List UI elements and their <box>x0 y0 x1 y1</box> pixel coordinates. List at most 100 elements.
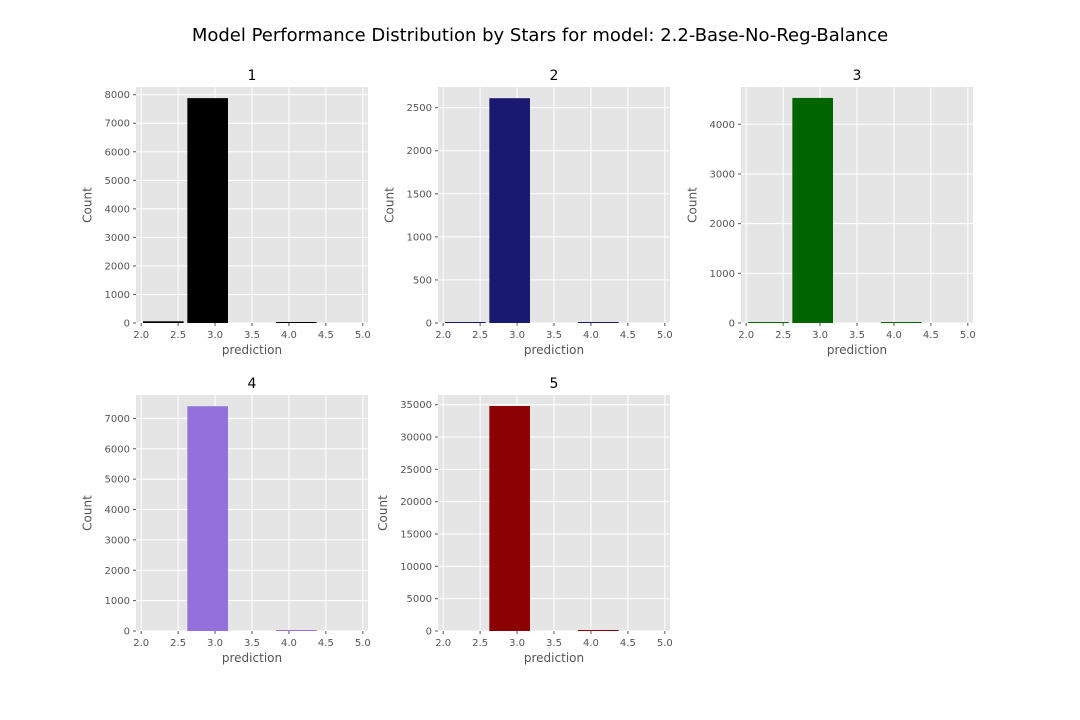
x-tick-label: 3.0 <box>812 330 828 341</box>
y-tick-label: 4000 <box>105 204 130 215</box>
bar <box>445 322 486 323</box>
y-tick-label: 5000 <box>105 475 130 486</box>
x-tick-label: 3.5 <box>244 330 260 341</box>
subplot-title: 5 <box>550 376 559 392</box>
subplot-3: 2.0 2.5 3.0 3.5 4.0 4.5 5.0 0 1000 2000 3000 4000 3 p… <box>685 68 975 357</box>
y-tick-label: 15000 <box>400 530 432 541</box>
x-tick-label: 4.5 <box>318 330 334 341</box>
bar <box>187 406 228 631</box>
y-tick-label: 20000 <box>400 497 432 508</box>
y-tick-label: 0 <box>426 627 432 638</box>
x-tick-label: 2.0 <box>435 330 451 341</box>
y-tick-label: 0 <box>729 319 735 330</box>
x-axis-label: prediction <box>222 343 282 357</box>
x-axis-label: prediction <box>827 343 887 357</box>
x-tick-label: 3.0 <box>207 638 223 649</box>
y-tick-label: 1000 <box>407 232 432 243</box>
x-tick-label: 3.0 <box>207 330 223 341</box>
bar <box>578 630 619 631</box>
y-tick-label: 8000 <box>105 90 130 101</box>
x-tick-label: 3.5 <box>849 330 865 341</box>
bar <box>489 98 530 323</box>
y-tick-label: 3000 <box>105 535 130 546</box>
x-tick-label: 4.0 <box>583 330 599 341</box>
bar <box>792 97 833 323</box>
bar <box>143 321 184 323</box>
y-tick-label: 3000 <box>105 233 130 244</box>
x-tick-label: 4.0 <box>886 330 902 341</box>
x-tick-label: 4.5 <box>923 330 939 341</box>
y-tick-label: 2000 <box>710 219 735 230</box>
x-tick-label: 4.5 <box>620 330 636 341</box>
x-tick-label: 5.0 <box>960 330 976 341</box>
subplot-title: 1 <box>248 68 257 84</box>
y-tick-label: 7000 <box>105 119 130 130</box>
subplot-1: 2.0 2.5 3.0 3.5 4.0 4.5 5.0 0 1000 2000 3000 4000 50… <box>80 68 370 357</box>
y-tick-label: 3000 <box>710 169 735 180</box>
y-tick-label: 2000 <box>105 261 130 272</box>
y-tick-label: 1000 <box>105 290 130 301</box>
y-tick-label: 0 <box>426 319 432 330</box>
y-tick-label: 2500 <box>407 103 432 114</box>
x-tick-label: 2.0 <box>133 638 149 649</box>
bar <box>187 98 228 323</box>
y-tick-label: 30000 <box>400 433 432 444</box>
y-tick-label: 5000 <box>105 176 130 187</box>
y-tick-label: 6000 <box>105 444 130 455</box>
bar <box>276 322 317 323</box>
x-tick-label: 2.0 <box>133 330 149 341</box>
figure-title: Model Performance Distribution by Stars … <box>191 25 889 46</box>
x-tick-label: 4.0 <box>281 330 297 341</box>
x-tick-label: 2.5 <box>472 330 488 341</box>
subplot-4: 2.0 2.5 3.0 3.5 4.0 4.5 5.0 0 1000 2000 3000 4000 50… <box>80 376 370 665</box>
x-tick-label: 3.5 <box>546 638 562 649</box>
x-tick-label: 5.0 <box>657 330 673 341</box>
subplot-title: 3 <box>853 68 862 84</box>
x-tick-label: 2.0 <box>435 638 451 649</box>
x-axis-label: prediction <box>222 651 282 665</box>
x-axis-label: prediction <box>524 651 584 665</box>
subplot-title: 4 <box>248 376 257 392</box>
y-axis-label: Count <box>80 187 94 223</box>
y-tick-label: 10000 <box>400 562 432 573</box>
y-tick-label: 0 <box>124 627 130 638</box>
bar <box>881 322 922 323</box>
y-tick-label: 0 <box>124 319 130 330</box>
y-tick-label: 7000 <box>105 414 130 425</box>
y-axis-label: Count <box>376 495 390 531</box>
bar <box>578 322 619 323</box>
y-tick-label: 4000 <box>710 120 735 131</box>
x-tick-label: 3.5 <box>244 638 260 649</box>
bar <box>276 630 317 631</box>
y-axis-label: Count <box>382 187 396 223</box>
y-tick-label: 2000 <box>105 566 130 577</box>
y-tick-label: 4000 <box>105 505 130 516</box>
y-tick-label: 2000 <box>407 146 432 157</box>
subplot-5: 2.0 2.5 3.0 3.5 4.0 4.5 5.0 0 5000 10000 15000 2000… <box>376 376 673 665</box>
subplot-2: 2.0 2.5 3.0 3.5 4.0 4.5 5.0 0 500 1000 1500 2000 250… <box>382 68 672 357</box>
x-tick-label: 5.0 <box>355 638 371 649</box>
y-axis-label: Count <box>685 187 699 223</box>
y-tick-label: 1000 <box>105 596 130 607</box>
y-tick-label: 25000 <box>400 465 432 476</box>
y-tick-label: 5000 <box>407 594 432 605</box>
bar <box>489 405 530 631</box>
x-tick-label: 3.0 <box>509 330 525 341</box>
bar <box>748 322 789 323</box>
x-tick-label: 2.0 <box>738 330 754 341</box>
y-axis-label: Count <box>80 495 94 531</box>
y-tick-label: 6000 <box>105 147 130 158</box>
x-tick-label: 5.0 <box>657 638 673 649</box>
x-tick-label: 3.0 <box>509 638 525 649</box>
x-tick-label: 4.0 <box>583 638 599 649</box>
y-tick-label: 1000 <box>710 269 735 280</box>
x-tick-label: 4.5 <box>620 638 636 649</box>
x-tick-label: 2.5 <box>170 638 186 649</box>
subplot-title: 2 <box>550 68 559 84</box>
x-tick-label: 4.0 <box>281 638 297 649</box>
x-tick-label: 4.5 <box>318 638 334 649</box>
x-tick-label: 5.0 <box>355 330 371 341</box>
x-tick-label: 3.5 <box>546 330 562 341</box>
